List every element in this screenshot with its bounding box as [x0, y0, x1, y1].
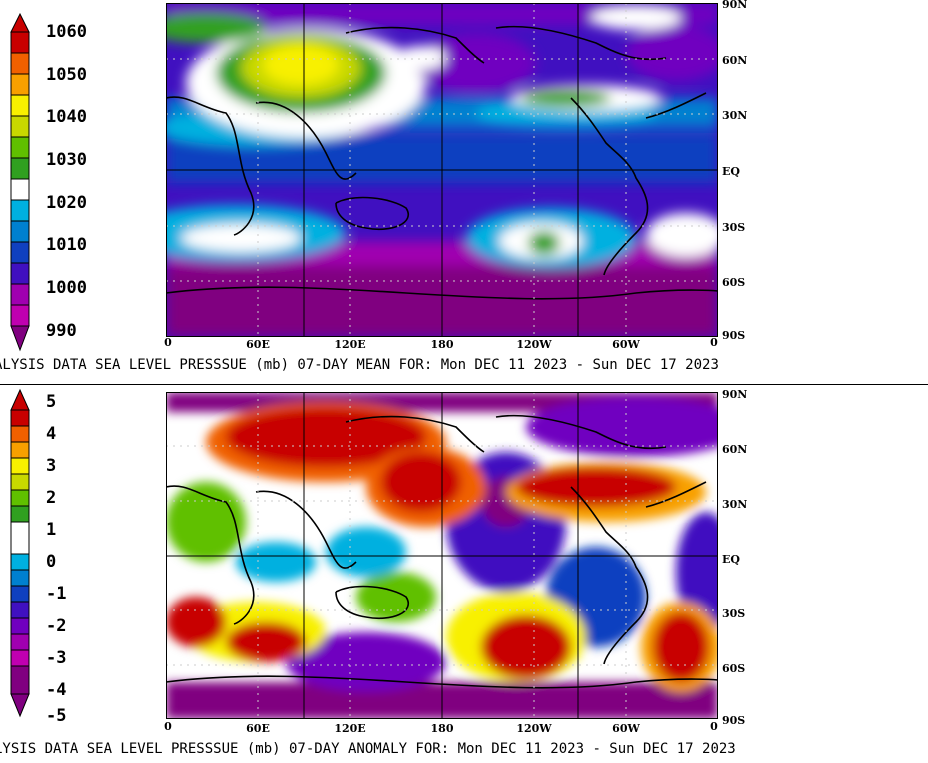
mean-lon-label: 0: [710, 336, 718, 349]
mean-lat-label: 30S: [722, 221, 746, 234]
mean-lon-label: 0: [164, 336, 172, 349]
mean-lon-label: 120E: [334, 338, 366, 351]
anomaly-pressure-map: [166, 392, 718, 719]
anomaly-lon-label: 60E: [246, 722, 270, 735]
anomaly-lat-label: 90N: [722, 388, 748, 401]
anomaly-lon-label: 120E: [334, 722, 366, 735]
mean-lon-label: 180: [430, 338, 454, 351]
anomaly-colorbar-label: 2: [46, 488, 57, 508]
mean-colorbar-label: 1050: [46, 65, 87, 85]
mean-colorbar-label: 990: [46, 321, 77, 341]
anomaly-colorbar: 5 4 3 2 1 0 -1 -2 -3 -4 -5: [0, 386, 160, 731]
anomaly-lat-label: 30N: [722, 498, 748, 511]
mean-colorbar-label: 1010: [46, 235, 87, 255]
mean-colorbar-label: 1000: [46, 278, 87, 298]
anomaly-lat-label: 60N: [722, 443, 748, 456]
mean-panel: 1060 1050 1040 1030 1020 1010 1000 990: [0, 0, 748, 373]
mean-lat-label: 30N: [722, 109, 748, 122]
mean-colorbar-swatches: [10, 12, 30, 352]
anomaly-lon-label: 60W: [612, 722, 640, 735]
anomaly-lon-label: 0: [710, 720, 718, 733]
mean-title: ALYSIS DATA SEA LEVEL PRESSSUE (mb) 07-D…: [0, 357, 719, 373]
anomaly-colorbar-label: 5: [46, 392, 57, 412]
mean-colorbar-label: 1030: [46, 150, 87, 170]
mean-lon-label: 60W: [612, 338, 640, 351]
panel-divider: [0, 384, 928, 385]
anomaly-lon-label: 120W: [516, 722, 552, 735]
anomaly-colorbar-label: 4: [46, 424, 57, 444]
anomaly-colorbar-swatches: [10, 388, 30, 718]
mean-colorbar-label: 1040: [46, 107, 87, 127]
mean-lat-label: EQ: [722, 165, 740, 178]
mean-lon-label: 60E: [246, 338, 270, 351]
mean-lat-label: 90S: [722, 329, 746, 342]
anomaly-colorbar-label: -5: [46, 706, 67, 726]
mean-lat-label: 60S: [722, 276, 746, 289]
mean-colorbar: 1060 1050 1040 1030 1020 1010 1000 990: [0, 0, 160, 360]
anomaly-lon-label: 180: [430, 722, 454, 735]
anomaly-colorbar-label: 1: [46, 520, 57, 540]
anomaly-lat-label: 60S: [722, 662, 746, 675]
anomaly-title: LYSIS DATA SEA LEVEL PRESSSUE (mb) 07-DA…: [0, 741, 736, 757]
mean-lat-label: 60N: [722, 54, 748, 67]
anomaly-panel: 5 4 3 2 1 0 -1 -2 -3 -4 -5: [0, 386, 928, 763]
anomaly-colorbar-label: 3: [46, 456, 57, 476]
anomaly-colorbar-label: -2: [46, 616, 67, 636]
anomaly-lat-label: EQ: [722, 553, 740, 566]
mean-colorbar-label: 1020: [46, 193, 87, 213]
mean-pressure-map: [166, 3, 718, 337]
anomaly-colorbar-label: 0: [46, 552, 57, 572]
mean-colorbar-label: 1060: [46, 22, 87, 42]
anomaly-colorbar-label: -4: [46, 680, 67, 700]
anomaly-lat-label: 30S: [722, 607, 746, 620]
anomaly-colorbar-label: -1: [46, 584, 67, 604]
mean-lat-label: 90N: [722, 0, 748, 11]
anomaly-colorbar-label: -3: [46, 648, 67, 668]
mean-lon-label: 120W: [516, 338, 552, 351]
anomaly-lon-label: 0: [164, 720, 172, 733]
anomaly-lat-label: 90S: [722, 714, 746, 727]
